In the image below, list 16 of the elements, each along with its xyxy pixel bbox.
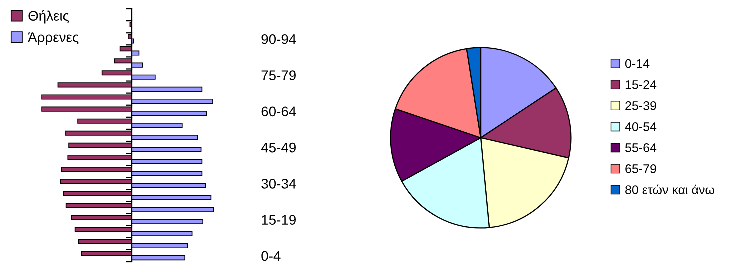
legend-label: 0-14 bbox=[625, 59, 650, 68]
y-tick-label: 15-19 bbox=[262, 215, 296, 226]
legend-label: 80 ετών και άνω bbox=[626, 184, 714, 194]
y-tick-label: 60-64 bbox=[262, 106, 296, 117]
y-tick-label: 30-34 bbox=[262, 179, 296, 189]
legend-label: 65-79 bbox=[626, 164, 656, 174]
y-tick-label: 90-94 bbox=[262, 34, 296, 44]
y-tick-label: 75-79 bbox=[262, 70, 296, 80]
legend-label: Θήλεις bbox=[28, 10, 70, 24]
legend-label: 40-54 bbox=[625, 122, 657, 132]
y-tick-label: 45-49 bbox=[261, 142, 296, 153]
legend-label: Άρρενες bbox=[28, 32, 79, 46]
legend-label: 25-39 bbox=[626, 101, 656, 110]
y-tick-label: 0-4 bbox=[262, 251, 281, 262]
legend-label: 55-64 bbox=[626, 144, 657, 152]
legend-label: 15-24 bbox=[626, 80, 657, 90]
